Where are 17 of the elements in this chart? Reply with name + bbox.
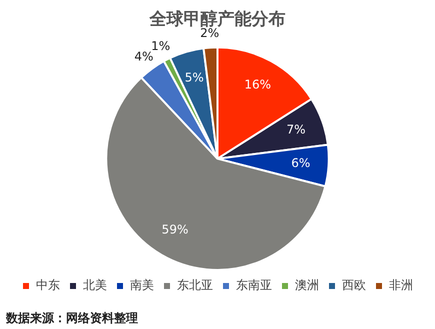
legend-label: 东北亚 — [177, 278, 213, 292]
legend-label: 北美 — [83, 278, 107, 292]
data-label: 2% — [200, 26, 220, 40]
data-label: 7% — [286, 122, 306, 137]
source-note: 数据来源：网络资料整理 — [6, 310, 138, 327]
legend-label: 东南亚 — [236, 278, 272, 292]
data-label: 4% — [134, 49, 154, 64]
legend-label: 西欧 — [342, 278, 366, 292]
legend-label: 南美 — [130, 278, 154, 292]
legend-label: 非洲 — [389, 278, 413, 292]
data-label: 5% — [184, 70, 204, 85]
data-label: 6% — [291, 156, 310, 170]
legend-label: 中东 — [36, 278, 60, 292]
data-label: 1% — [151, 39, 170, 54]
data-label: 59% — [162, 222, 188, 237]
data-label: 16% — [244, 78, 272, 92]
legend-label: 澳洲 — [295, 278, 319, 292]
